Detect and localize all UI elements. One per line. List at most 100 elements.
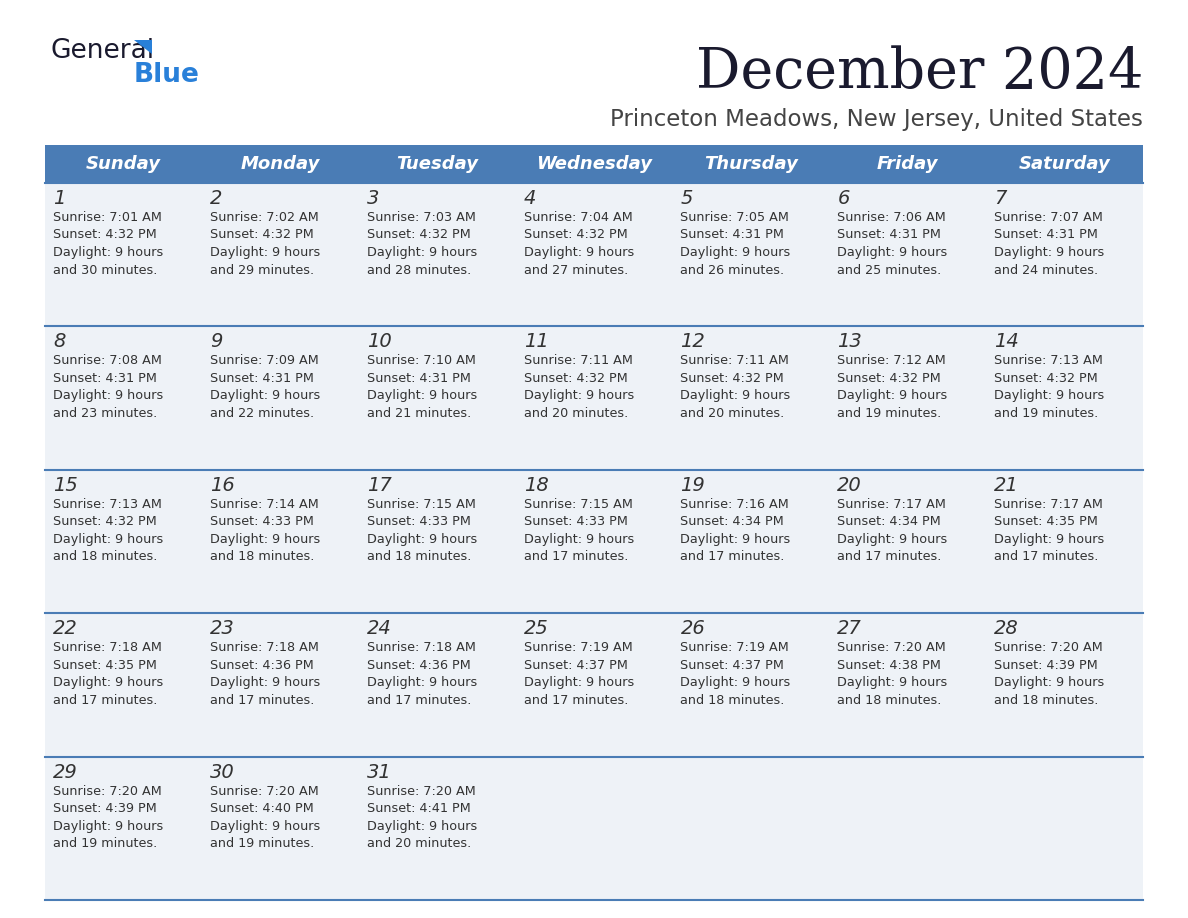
Text: 3: 3	[367, 189, 379, 208]
Text: 19: 19	[681, 476, 706, 495]
Text: Daylight: 9 hours: Daylight: 9 hours	[367, 389, 476, 402]
Text: and 30 minutes.: and 30 minutes.	[53, 263, 157, 276]
Text: Thursday: Thursday	[704, 155, 798, 173]
Text: Sunrise: 7:20 AM: Sunrise: 7:20 AM	[367, 785, 475, 798]
Text: 24: 24	[367, 620, 392, 638]
Text: Sunset: 4:31 PM: Sunset: 4:31 PM	[367, 372, 470, 385]
Text: and 23 minutes.: and 23 minutes.	[53, 407, 157, 420]
Text: Sunset: 4:36 PM: Sunset: 4:36 PM	[367, 659, 470, 672]
Text: Sunset: 4:39 PM: Sunset: 4:39 PM	[994, 659, 1098, 672]
Text: Sunset: 4:31 PM: Sunset: 4:31 PM	[838, 229, 941, 241]
Text: 1: 1	[53, 189, 65, 208]
Text: Sunrise: 7:15 AM: Sunrise: 7:15 AM	[524, 498, 632, 510]
Text: and 17 minutes.: and 17 minutes.	[53, 694, 157, 707]
Text: and 19 minutes.: and 19 minutes.	[53, 837, 157, 850]
Text: and 18 minutes.: and 18 minutes.	[367, 550, 472, 564]
Text: Sunrise: 7:19 AM: Sunrise: 7:19 AM	[681, 641, 789, 655]
Text: Daylight: 9 hours: Daylight: 9 hours	[838, 389, 948, 402]
Text: 16: 16	[210, 476, 234, 495]
Text: 21: 21	[994, 476, 1019, 495]
Text: Sunrise: 7:13 AM: Sunrise: 7:13 AM	[994, 354, 1102, 367]
Text: and 18 minutes.: and 18 minutes.	[681, 694, 785, 707]
Text: 31: 31	[367, 763, 392, 781]
Text: 4: 4	[524, 189, 536, 208]
Text: and 20 minutes.: and 20 minutes.	[367, 837, 470, 850]
Bar	[359, 470, 516, 613]
Text: 15: 15	[53, 476, 77, 495]
Text: and 27 minutes.: and 27 minutes.	[524, 263, 627, 276]
Text: and 24 minutes.: and 24 minutes.	[994, 263, 1098, 276]
Text: Sunset: 4:33 PM: Sunset: 4:33 PM	[367, 515, 470, 528]
Text: Wednesday: Wednesday	[536, 155, 652, 173]
Bar	[359, 145, 516, 183]
Text: Sunrise: 7:05 AM: Sunrise: 7:05 AM	[681, 211, 789, 224]
Text: Monday: Monday	[241, 155, 320, 173]
Text: Daylight: 9 hours: Daylight: 9 hours	[367, 677, 476, 689]
Text: Sunrise: 7:03 AM: Sunrise: 7:03 AM	[367, 211, 475, 224]
Text: Sunrise: 7:17 AM: Sunrise: 7:17 AM	[838, 498, 946, 510]
Text: Daylight: 9 hours: Daylight: 9 hours	[524, 677, 634, 689]
Text: Sunset: 4:32 PM: Sunset: 4:32 PM	[681, 372, 784, 385]
Text: Sunrise: 7:13 AM: Sunrise: 7:13 AM	[53, 498, 162, 510]
Text: and 19 minutes.: and 19 minutes.	[838, 407, 942, 420]
Text: Sunset: 4:32 PM: Sunset: 4:32 PM	[524, 372, 627, 385]
Text: 28: 28	[994, 620, 1019, 638]
Text: and 17 minutes.: and 17 minutes.	[838, 550, 942, 564]
Text: Daylight: 9 hours: Daylight: 9 hours	[524, 246, 634, 259]
Text: Daylight: 9 hours: Daylight: 9 hours	[210, 246, 320, 259]
Text: Sunrise: 7:20 AM: Sunrise: 7:20 AM	[210, 785, 318, 798]
Text: Sunrise: 7:12 AM: Sunrise: 7:12 AM	[838, 354, 946, 367]
Bar	[672, 613, 829, 756]
Text: Daylight: 9 hours: Daylight: 9 hours	[994, 532, 1105, 546]
Bar	[672, 327, 829, 470]
Bar	[986, 183, 1143, 327]
Text: Sunset: 4:38 PM: Sunset: 4:38 PM	[838, 659, 941, 672]
Text: Sunset: 4:32 PM: Sunset: 4:32 PM	[367, 229, 470, 241]
Text: Sunset: 4:33 PM: Sunset: 4:33 PM	[524, 515, 627, 528]
Text: Sunset: 4:31 PM: Sunset: 4:31 PM	[53, 372, 157, 385]
Text: Sunrise: 7:20 AM: Sunrise: 7:20 AM	[838, 641, 946, 655]
Text: Daylight: 9 hours: Daylight: 9 hours	[524, 532, 634, 546]
Text: 26: 26	[681, 620, 706, 638]
Text: Sunset: 4:37 PM: Sunset: 4:37 PM	[524, 659, 627, 672]
Text: Sunset: 4:32 PM: Sunset: 4:32 PM	[210, 229, 314, 241]
Text: 5: 5	[681, 189, 693, 208]
Bar	[829, 470, 986, 613]
Bar	[986, 470, 1143, 613]
Bar	[45, 145, 202, 183]
Bar	[516, 470, 672, 613]
Bar	[516, 145, 672, 183]
Bar	[986, 145, 1143, 183]
Text: and 28 minutes.: and 28 minutes.	[367, 263, 470, 276]
Bar	[829, 183, 986, 327]
Text: and 20 minutes.: and 20 minutes.	[681, 407, 785, 420]
Text: Daylight: 9 hours: Daylight: 9 hours	[210, 532, 320, 546]
Bar	[829, 756, 986, 900]
Text: Daylight: 9 hours: Daylight: 9 hours	[681, 246, 791, 259]
Text: 13: 13	[838, 332, 862, 352]
Bar	[202, 145, 359, 183]
Bar	[829, 327, 986, 470]
Text: Sunrise: 7:18 AM: Sunrise: 7:18 AM	[210, 641, 318, 655]
Bar	[202, 756, 359, 900]
Text: and 25 minutes.: and 25 minutes.	[838, 263, 942, 276]
Bar	[45, 183, 202, 327]
Text: Daylight: 9 hours: Daylight: 9 hours	[367, 532, 476, 546]
Bar	[986, 613, 1143, 756]
Text: Sunrise: 7:20 AM: Sunrise: 7:20 AM	[994, 641, 1102, 655]
Text: Sunrise: 7:04 AM: Sunrise: 7:04 AM	[524, 211, 632, 224]
Text: Daylight: 9 hours: Daylight: 9 hours	[994, 246, 1105, 259]
Text: 8: 8	[53, 332, 65, 352]
Bar	[202, 327, 359, 470]
Text: Sunday: Sunday	[86, 155, 160, 173]
Bar	[986, 327, 1143, 470]
Text: Sunrise: 7:11 AM: Sunrise: 7:11 AM	[681, 354, 789, 367]
Text: 2: 2	[210, 189, 222, 208]
Text: Daylight: 9 hours: Daylight: 9 hours	[53, 389, 163, 402]
Text: 29: 29	[53, 763, 77, 781]
Text: and 22 minutes.: and 22 minutes.	[210, 407, 314, 420]
Text: and 18 minutes.: and 18 minutes.	[53, 550, 157, 564]
Text: Daylight: 9 hours: Daylight: 9 hours	[838, 532, 948, 546]
Bar	[672, 470, 829, 613]
Text: General: General	[50, 38, 154, 64]
